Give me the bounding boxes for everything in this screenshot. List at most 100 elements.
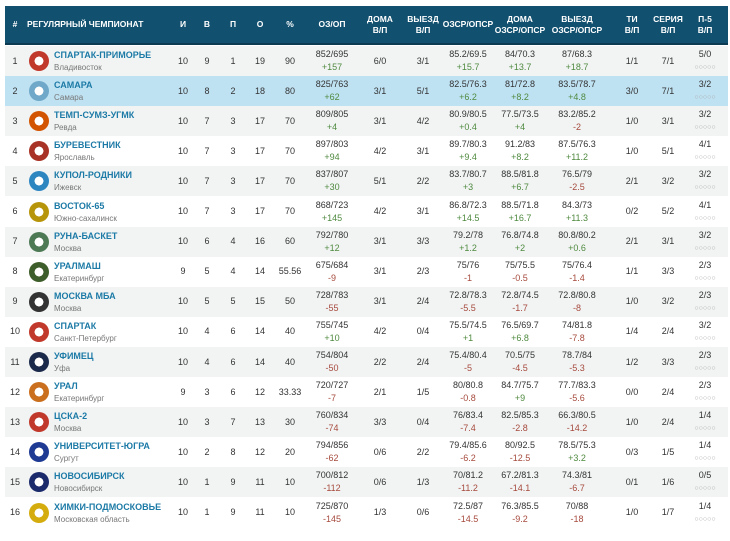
team-name[interactable]: РУНА-БАСКЕТ Москва [54, 230, 117, 255]
cell: 5/2 [662, 197, 675, 227]
column-header[interactable]: % [286, 19, 294, 29]
value: 7 [204, 145, 210, 156]
table-row[interactable]: 11 УФИМЕЦ Уфа 10 4 6 14 40 754/804 -50 2/2 2/4 75.4/… [5, 347, 728, 377]
team-link[interactable]: ТЕМП-СУМЗ-УГМК [54, 110, 135, 121]
cell: 2/3 ○○○○○ [694, 257, 715, 287]
value: 30 [284, 416, 296, 427]
team-logo-icon [29, 141, 49, 162]
cell: 3/2 [662, 287, 675, 317]
value: 70/81.2 [452, 470, 484, 481]
value: 1 [204, 476, 210, 487]
column-header[interactable]: ДОМА ОЗСР/ОПСР [494, 13, 546, 35]
column-header[interactable]: ОЗ/ОП [318, 19, 346, 29]
team-name[interactable]: ЦСКА-2 Москва [54, 410, 87, 435]
table-row[interactable]: 13 ЦСКА-2 Москва 10 3 7 13 30 760/834 -74 3/3 0/4 76… [5, 407, 728, 438]
cell: 4 [12, 136, 17, 166]
value: 1/1 [625, 266, 639, 277]
cell: 70 [285, 166, 295, 196]
team-name[interactable]: ТЕМП-СУМЗ-УГМК Ревда [54, 109, 134, 134]
team-name[interactable]: УНИВЕРСИТЕТ-ЮГРА Сургут [54, 440, 150, 465]
column-header[interactable]: # [12, 19, 18, 29]
team-link[interactable]: УФИМЕЦ [54, 351, 94, 361]
table-row[interactable]: 6 ВОСТОК-65 Южно-сахалинск 10 7 3 17 70 868/723 +… [5, 197, 728, 227]
table-row[interactable]: 7 РУНА-БАСКЕТ Москва 10 6 4 16 60 792/780 +12 3/1 3… [5, 226, 728, 257]
team-name[interactable]: СПАРТАК Санкт-Петербург [54, 320, 117, 345]
team-link[interactable]: ВОСТОК-65 [54, 200, 105, 211]
column-header[interactable]: О [256, 19, 264, 29]
column-header[interactable]: РЕГУЛЯРНЫЙ ЧЕМПИОНАТ [27, 19, 144, 29]
team-link[interactable]: САМАРА [54, 80, 93, 91]
cell: 75/75.5 -0.5 [505, 257, 535, 287]
value: +14.5 [456, 212, 480, 223]
value: 88.5/71.8 [501, 199, 539, 210]
team-link[interactable]: СПАРТАК-ПРИМОРЬЕ [54, 50, 152, 60]
team-link[interactable]: КУПОЛ-РОДНИКИ [54, 170, 132, 181]
team-name[interactable]: УФИМЕЦ Уфа [54, 350, 93, 375]
value: 75.4/80.4 [449, 350, 487, 360]
value: 12 [254, 446, 266, 457]
table-row[interactable]: 12 УРАЛ Екатеринбург 9 3 6 12 33.33 720/727 -7 2/1… [5, 377, 728, 407]
value: 85.2/69.5 [449, 49, 487, 59]
team-name[interactable]: НОВОСИБИРСК Новосибирск [54, 470, 124, 495]
team-name[interactable]: КУПОЛ-РОДНИКИ Ижевск [54, 169, 132, 194]
table-row[interactable]: 2 САМАРА Самара 10 8 2 18 80 825/763 +62 3/1 5/1 82.… [5, 76, 728, 107]
cell: 0/5 ○○○○○ [694, 467, 715, 497]
team-name[interactable]: УРАЛ Екатеринбург [54, 380, 104, 405]
team-link[interactable]: ЦСКА-2 [54, 411, 88, 422]
column-header[interactable]: П [229, 19, 237, 29]
value: 14 [254, 326, 266, 337]
value: +10 [324, 332, 340, 343]
column-header[interactable]: ВЫЕЗД В/П [407, 13, 439, 35]
table-row[interactable]: 16 ХИМКИ-ПОДМОСКОВЬЕ Московская область 10 1… [5, 498, 728, 528]
team-name[interactable]: БУРЕВЕСТНИК Ярославль [54, 139, 121, 164]
cell: 2/3 ○○○○○ [694, 347, 715, 377]
value: 1/3 [373, 507, 387, 517]
cell: 3/1 [374, 287, 387, 317]
table-row[interactable]: 3 ТЕМП-СУМЗ-УГМК Ревда 10 7 3 17 70 809/805 +4 3/1… [5, 106, 728, 137]
table-row[interactable]: 8 УРАЛМАШ Екатеринбург 9 5 4 14 55.56 675/684 -9 3… [5, 257, 728, 287]
column-header[interactable]: ДОМА В/П [367, 13, 393, 35]
cell: 83.7/80.7 +3 [449, 166, 487, 196]
team-name[interactable]: МОСКВА МБА Москва [54, 290, 116, 315]
table-row[interactable]: 10 СПАРТАК Санкт-Петербург 10 4 6 14 40 755/745 +… [5, 317, 728, 347]
team-link[interactable]: НОВОСИБИРСК [54, 471, 125, 482]
table-row[interactable]: 4 БУРЕВЕСТНИК Ярославль 10 7 3 17 70 897/803 +94 4… [5, 136, 728, 166]
team-link[interactable]: СПАРТАК [54, 320, 97, 331]
team-link[interactable]: УРАЛМАШ [54, 260, 101, 271]
team-link[interactable]: БУРЕВЕСТНИК [54, 140, 121, 151]
cell: 1/3 [374, 498, 387, 528]
cell: 0/4 [417, 317, 430, 347]
column-header[interactable]: ТИ В/П [624, 13, 640, 35]
value: -5 [463, 363, 473, 373]
team-city: Владивосток [54, 63, 102, 72]
table-row[interactable]: 9 МОСКВА МБА Москва 10 5 5 15 50 728/783 -55 3/1 2/… [5, 286, 728, 317]
team-name[interactable]: СПАРТАК-ПРИМОРЬЕ Владивосток [54, 49, 151, 74]
team-link[interactable]: УРАЛ [54, 381, 78, 392]
team-link[interactable]: РУНА-БАСКЕТ [54, 230, 118, 241]
team-link[interactable]: УНИВЕРСИТЕТ-ЮГРА [54, 441, 150, 452]
value: +94 [324, 152, 340, 163]
value: -14.1 [509, 483, 531, 494]
cell: 10 [178, 498, 188, 528]
value: 6 [204, 236, 210, 247]
team-name[interactable]: ВОСТОК-65 Южно-сахалинск [54, 200, 117, 225]
column-header[interactable]: ВЫЕЗД ОЗСР/ОПСР [551, 13, 603, 35]
team-link[interactable]: ХИМКИ-ПОДМОСКОВЬЕ [54, 501, 162, 512]
team-link[interactable]: МОСКВА МБА [54, 290, 116, 301]
team-name[interactable]: УРАЛМАШ Екатеринбург [54, 260, 104, 285]
column-header[interactable]: П-5 В/П [697, 13, 713, 35]
table-row[interactable]: 5 КУПОЛ-РОДНИКИ Ижевск 10 7 3 17 70 837/807 +30 5/… [5, 166, 728, 197]
value: +1 [462, 332, 474, 343]
table-row[interactable]: 1 СПАРТАК-ПРИМОРЬЕ Владивосток 10 9 1 19 90 852/… [5, 46, 728, 76]
column-header[interactable]: СЕРИЯ В/П [653, 13, 683, 35]
cell: 11 [255, 498, 264, 528]
column-header[interactable]: И [179, 19, 187, 29]
team-name[interactable]: САМАРА Самара [54, 79, 92, 104]
table-row[interactable]: 15 НОВОСИБИРСК Новосибирск 10 1 9 11 10 700/812 -… [5, 467, 728, 498]
column-header[interactable]: ОЗСР/ОПСР [442, 19, 494, 29]
cell: 67.2/81.3 -14.1 [501, 467, 539, 497]
team-name[interactable]: ХИМКИ-ПОДМОСКОВЬЕ Московская область [54, 501, 161, 526]
value: 1/3 [416, 476, 430, 487]
column-header[interactable]: В [203, 19, 211, 29]
table-row[interactable]: 14 УНИВЕРСИТЕТ-ЮГРА Сургут 10 2 8 12 20 794/856 -… [5, 437, 728, 467]
